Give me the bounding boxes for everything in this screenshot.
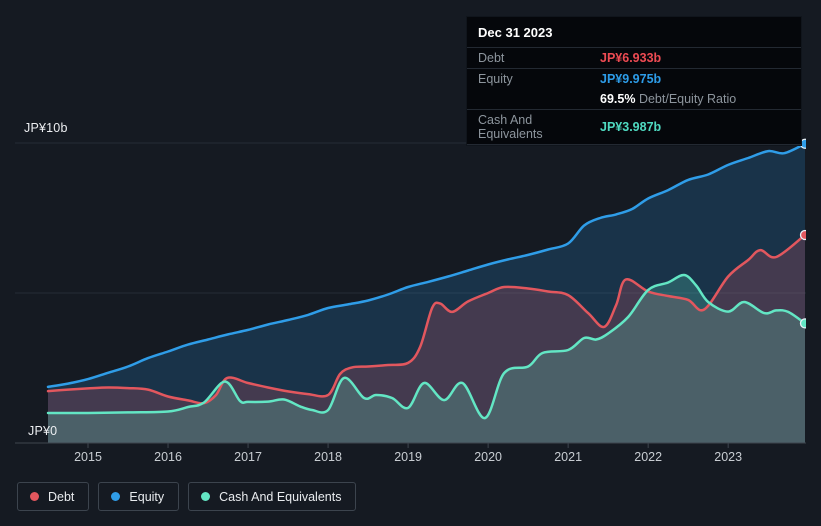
x-axis-tick-label: 2017 <box>234 450 262 464</box>
x-axis-tick-label: 2022 <box>634 450 662 464</box>
x-axis-tick-label: 2020 <box>474 450 502 464</box>
y-axis-label-0: JP¥0 <box>28 424 58 438</box>
legend-cash-label: Cash And Equivalents <box>219 489 342 504</box>
tooltip-ratio-value: 69.5% <box>600 92 636 106</box>
x-axis-tick-label: 2015 <box>74 450 102 464</box>
x-axis-tick-label: 2023 <box>714 450 742 464</box>
x-axis-tick-label: 2019 <box>394 450 422 464</box>
tooltip-debt-label: Debt <box>478 51 505 65</box>
tooltip-equity-value: JP¥9.975b <box>600 72 662 86</box>
legend-debt-label: Debt <box>48 489 75 504</box>
tooltip-row-cash: Cash And Equivalents JP¥3.987b <box>467 110 801 145</box>
x-axis-tick-label: 2016 <box>154 450 182 464</box>
tooltip-row-ratio: 69.5% Debt/Equity Ratio <box>467 89 801 110</box>
tooltip-debt-value: JP¥6.933b <box>600 51 662 65</box>
legend-equity-label: Equity <box>129 489 165 504</box>
tooltip-date: Dec 31 2023 <box>467 17 801 48</box>
tooltip-cash-label: Cash And Equivalents <box>478 113 543 141</box>
cash-series-dot-icon <box>201 492 211 501</box>
tooltip-row-equity: Equity JP¥9.975b <box>467 69 801 89</box>
legend-item-equity[interactable]: Equity <box>98 482 180 511</box>
tooltip-cash-value: JP¥3.987b <box>600 120 662 134</box>
x-axis-tick-label: 2018 <box>314 450 342 464</box>
chart-tooltip: Dec 31 2023 Debt JP¥6.933b Equity JP¥9.9… <box>466 16 802 146</box>
x-axis-tick-label: 2021 <box>554 450 582 464</box>
legend-item-cash[interactable]: Cash And Equivalents <box>188 482 357 511</box>
equity-series-dot-icon <box>111 492 121 501</box>
debt-series-dot-icon <box>30 492 39 501</box>
tooltip-row-debt: Debt JP¥6.933b <box>467 48 801 69</box>
tooltip-ratio-label: Debt/Equity Ratio <box>638 92 737 106</box>
tooltip-equity-label: Equity <box>478 72 513 86</box>
chart-legend: Debt Equity Cash And Equivalents <box>17 482 357 511</box>
legend-item-debt[interactable]: Debt <box>17 482 90 511</box>
y-axis-label-10b: JP¥10b <box>24 121 68 135</box>
